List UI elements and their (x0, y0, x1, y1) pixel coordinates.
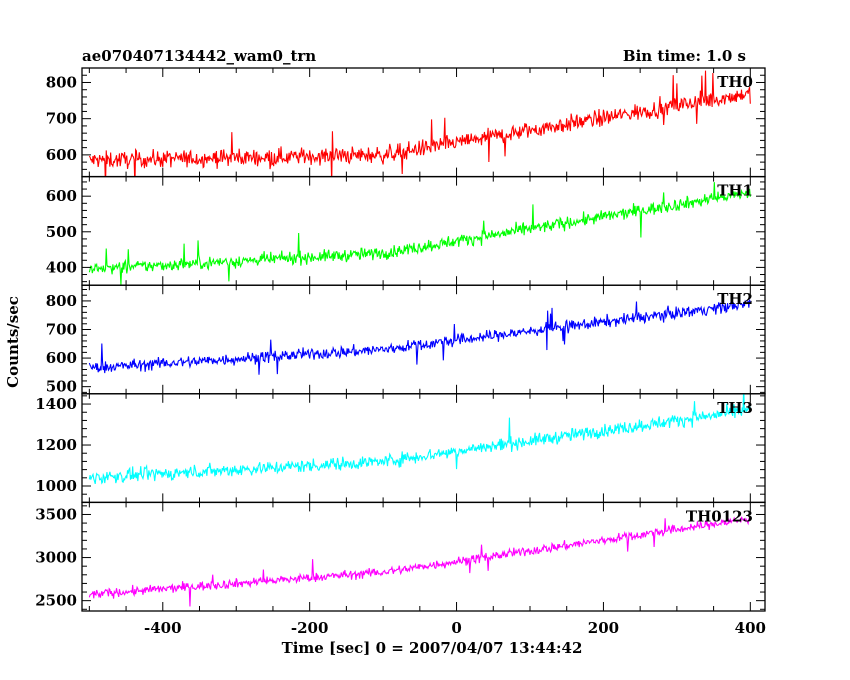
panel-th0: 600 700 800 TH0 (46, 67, 766, 178)
y-axis-title: Counts/sec (4, 296, 22, 388)
y-tick-label: 600 (46, 146, 77, 164)
y-tick-label: 1400 (35, 395, 77, 413)
x-tick-label: -400 (144, 619, 182, 637)
y-tick-label: 800 (46, 73, 77, 91)
panel-th1: 400 500 600 TH1 (46, 175, 766, 286)
y-tick-label: 3000 (35, 549, 77, 567)
panel-frame (81, 393, 766, 504)
series-line-th0 (88, 70, 751, 177)
series-line-th1 (88, 182, 751, 285)
x-tick-label: -200 (291, 619, 329, 637)
panel-th3: 1000 1200 1400 TH3 (35, 393, 766, 504)
y-tick-label: 400 (46, 258, 77, 276)
bin-time-label: Bin time: 1.0 s (623, 47, 746, 65)
x-axis-title: Time [sec] 0 = 2007/04/07 13:44:42 (282, 639, 583, 657)
y-tick-label: 700 (46, 110, 77, 128)
series-line-th0123 (88, 516, 751, 607)
y-tick-label: 2500 (35, 592, 77, 610)
y-tick-label: 600 (46, 187, 77, 205)
panels-group: 600 700 800 TH0 400 500 600 TH1 500 600 700 800 TH2 1… (35, 67, 766, 637)
y-tick-label: 500 (46, 378, 77, 396)
y-tick-label: 1000 (35, 477, 77, 495)
panel-frame (81, 501, 766, 612)
series-label-th3: TH3 (717, 399, 753, 417)
x-tick-label: 200 (588, 619, 619, 637)
series-line-th3 (88, 393, 751, 485)
y-tick-label: 600 (46, 349, 77, 367)
panel-frame (81, 284, 766, 395)
x-tick-label: 400 (735, 619, 766, 637)
y-tick-label: 500 (46, 223, 77, 241)
y-tick-label: 800 (46, 292, 77, 310)
y-tick-label: 700 (46, 320, 77, 338)
chart-title: ae070407134442_wam0_trn (82, 47, 316, 65)
panel-th0123: 2500 3000 3500 TH0123 (35, 501, 766, 612)
series-label-th0123: TH0123 (686, 507, 753, 525)
series-line-th2 (88, 299, 751, 375)
series-label-th0: TH0 (717, 73, 753, 91)
y-tick-label: 1200 (35, 436, 77, 454)
series-label-th2: TH2 (717, 290, 753, 308)
x-tick-label: 0 (451, 619, 461, 637)
y-tick-label: 3500 (35, 505, 77, 523)
series-label-th1: TH1 (717, 182, 753, 200)
panel-frame (81, 175, 766, 286)
panel-th2: 500 600 700 800 TH2 (46, 284, 766, 396)
